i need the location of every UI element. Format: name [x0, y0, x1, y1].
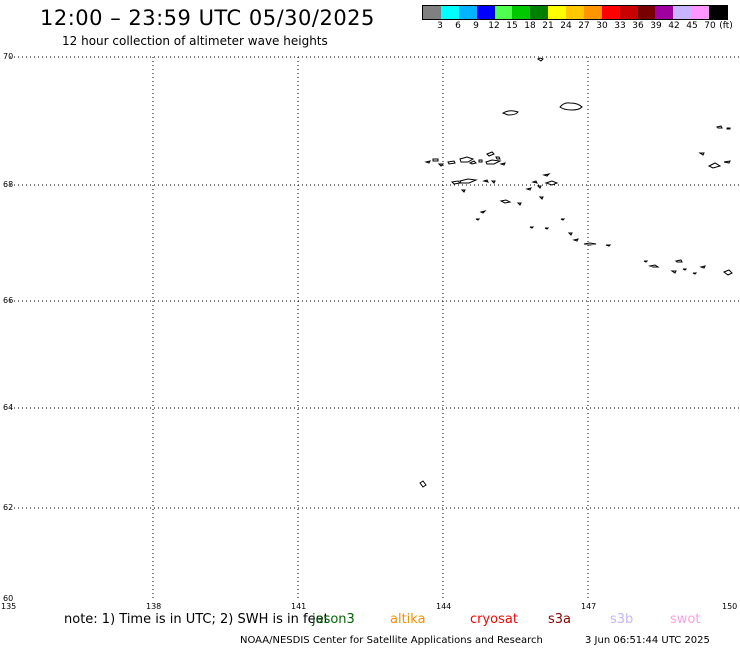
colorbar-tick-label: 27	[578, 21, 590, 31]
page-title: 12:00 – 23:59 UTC 05/30/2025	[40, 6, 375, 30]
note-text: note: 1) Time is in UTC; 2) SWH is in fe…	[64, 612, 329, 627]
colorbar-swatch	[512, 6, 531, 19]
colorbar-swatch	[423, 6, 441, 19]
x-tick-label: 144	[436, 602, 452, 611]
colorbar-swatch	[619, 6, 638, 19]
colorbar-tick-labels: 3 6 9 12 15 18 21 24 27 30 33 36 39 42 45 70 (ft)	[422, 21, 740, 33]
colorbar-swatch	[530, 6, 549, 19]
x-tick-label: 150	[722, 602, 738, 611]
footer-credit: NOAA/NESDIS Center for Satellite Applica…	[240, 635, 543, 646]
satellite-label-jason3: jason3	[312, 612, 355, 627]
colorbar-swatch	[673, 6, 692, 19]
colorbar-tick-label: 39	[650, 21, 662, 31]
colorbar-tick-label: 15	[506, 21, 518, 31]
colorbar-tick-label: 3	[437, 21, 443, 31]
colorbar-tick-label: 9	[473, 21, 479, 31]
colorbar-tick-label: 21	[542, 21, 554, 31]
coastline	[419, 57, 733, 488]
x-tick-label: 135	[1, 602, 17, 611]
satellite-label-swot: swot	[670, 612, 701, 627]
colorbar-tick-label: 18	[524, 21, 536, 31]
colorbar-unit-label: (ft)	[719, 21, 733, 31]
colorbar-tick-label: 33	[614, 21, 626, 31]
x-tick-label: 141	[291, 602, 307, 611]
satellite-label-cryosat: cryosat	[470, 612, 518, 627]
colorbar-swatch	[548, 6, 566, 19]
colorbar-swatch	[583, 6, 602, 19]
colorbar-tick-label: 42	[668, 21, 680, 31]
wave-height-colorbar	[422, 5, 728, 20]
colorbar-swatch	[709, 6, 727, 19]
y-tick-label: 62	[3, 503, 14, 512]
colorbar-swatch	[637, 6, 656, 19]
colorbar-swatch	[655, 6, 674, 19]
footer-timestamp: 3 Jun 06:51:44 UTC 2025	[585, 635, 710, 646]
colorbar-tick-label: 24	[560, 21, 572, 31]
colorbar-tick-label: 70	[704, 21, 716, 31]
page-subtitle: 12 hour collection of altimeter wave hei…	[62, 34, 328, 48]
colorbar-tick-label: 12	[488, 21, 500, 31]
x-tick-label: 138	[146, 602, 162, 611]
satellite-label-s3a: s3a	[548, 612, 572, 627]
map-grid-vertical	[152, 57, 589, 600]
y-tick-label: 60	[3, 594, 14, 603]
colorbar-tick-label: 45	[686, 21, 698, 31]
x-tick-label: 147	[581, 602, 597, 611]
y-tick-label: 66	[3, 296, 14, 305]
satellite-label-s3b: s3b	[610, 612, 634, 627]
colorbar-tick-label: 6	[455, 21, 461, 31]
colorbar-swatch	[440, 6, 459, 19]
y-tick-label: 68	[3, 180, 14, 189]
y-tick-label: 64	[3, 403, 14, 412]
colorbar-swatch	[566, 6, 584, 19]
colorbar-swatch	[601, 6, 620, 19]
colorbar-swatch	[476, 6, 495, 19]
colorbar-swatch	[494, 6, 513, 19]
satellite-label-altika: altika	[390, 612, 426, 627]
colorbar-tick-label: 30	[596, 21, 608, 31]
y-tick-label: 70	[3, 52, 14, 61]
map-grid-horizontal	[10, 56, 740, 509]
colorbar-swatch	[458, 6, 477, 19]
colorbar-tick-label: 36	[632, 21, 644, 31]
colorbar-swatch	[691, 6, 709, 19]
